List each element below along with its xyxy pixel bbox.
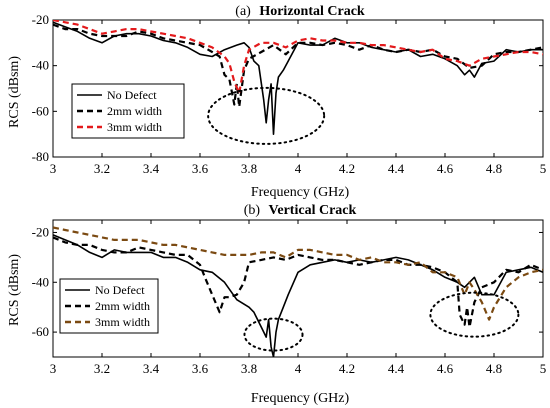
x-tick-label-a: 3.8: [241, 161, 257, 176]
x-tick-label-b: 3.6: [192, 361, 209, 376]
legend-label-a-0: No Defect: [107, 88, 157, 102]
x-tick-label-b: 5: [540, 361, 547, 376]
legend-label-b-2: 3mm width: [95, 315, 150, 329]
series-line-a-1: [53, 23, 543, 108]
legend-label-a-2: 3mm width: [107, 120, 162, 134]
y-tick-label-b: -20: [32, 224, 49, 239]
panel-a-label: (a): [235, 4, 251, 19]
x-tick-label-b: 3: [50, 361, 57, 376]
x-axis-label-a: Frequency (GHz): [251, 185, 350, 200]
x-tick-label-b: 4.2: [339, 361, 355, 376]
series-line-b-0: [53, 234, 543, 357]
x-tick-label-a: 4.4: [388, 161, 405, 176]
x-tick-label-a: 4.2: [339, 161, 355, 176]
x-tick-label-b: 4: [295, 361, 302, 376]
panel-a: (a) Horizontal Crack 3 3.2 3.4 3.6 3.8 4 4.2 4.…: [7, 4, 546, 200]
x-tick-label-a: 3: [50, 161, 57, 176]
panel-b-title: (b) Vertical Crack: [244, 203, 357, 218]
panel-a-title-text: Horizontal Crack: [259, 4, 365, 19]
panel-b: (b) Vertical Crack 3 3.2 3.4 3.6 3.8 4 4.2 4.4 4…: [7, 203, 546, 406]
x-axis-label-b: Frequency (GHz): [251, 391, 350, 406]
x-tick-label-a: 5: [540, 161, 547, 176]
x-tick-label-a: 4: [295, 161, 302, 176]
x-tick-label-a: 3.4: [143, 161, 160, 176]
x-tick-label-a: 3.2: [94, 161, 110, 176]
y-tick-label-b: -60: [32, 324, 49, 339]
x-tick-label-b: 3.2: [94, 361, 110, 376]
panel-b-label: (b): [244, 203, 261, 218]
series-line-b-1: [53, 236, 543, 329]
x-tick-label-b: 4.6: [437, 361, 454, 376]
y-tick-label-b: -40: [32, 274, 49, 289]
y-tick-label-a: -40: [32, 58, 49, 73]
plot-area-b: 3 3.2 3.4 3.6 3.8 4 4.2 4.4 4.6 4.8 5 -20 -40 -60 No D…: [32, 219, 547, 376]
y-axis-label-a: RCS (dBsm): [7, 56, 22, 128]
plot-area-a: 3 3.2 3.4 3.6 3.8 4 4.2 4.4 4.6 4.8 5 -20 -40 -60 -80 N…: [32, 12, 547, 176]
panel-a-title: (a) Horizontal Crack: [235, 4, 365, 19]
annotation-ellipse-b-1: [429, 291, 520, 338]
legend-label-b-1: 2mm width: [95, 299, 150, 313]
y-tick-label-a: -80: [32, 149, 49, 164]
legend-label-b-0: No Defect: [95, 283, 145, 297]
x-tick-label-b: 3.4: [143, 361, 160, 376]
legend-label-a-1: 2mm width: [107, 104, 162, 118]
x-tick-label-b: 3.8: [241, 361, 257, 376]
y-axis-label-b: RCS (dBsm): [7, 254, 22, 326]
series-line-a-2: [53, 20, 543, 95]
annotation-ellipse-b-0: [243, 317, 304, 352]
x-tick-label-a: 4.6: [437, 161, 454, 176]
legend-box-a: [71, 83, 185, 139]
x-tick-label-a: 3.6: [192, 161, 209, 176]
y-tick-label-a: -60: [32, 103, 49, 118]
series-line-a-0: [53, 21, 543, 135]
y-tick-label-a: -20: [32, 12, 49, 27]
panel-b-title-text: Vertical Crack: [269, 203, 357, 218]
annotation-ellipse-a-0: [207, 86, 326, 145]
x-tick-label-b: 4.4: [388, 361, 405, 376]
x-tick-label-b: 4.8: [486, 361, 502, 376]
x-tick-label-a: 4.8: [486, 161, 502, 176]
